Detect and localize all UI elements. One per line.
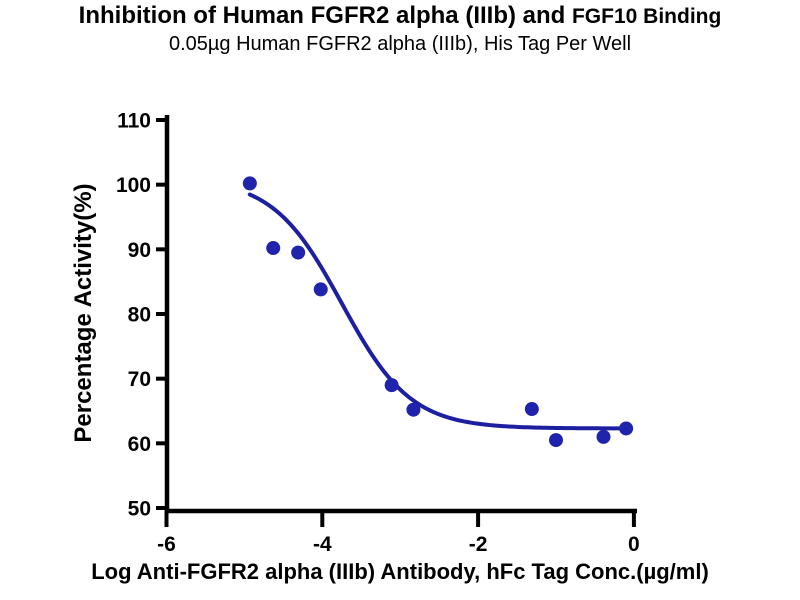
x-tick-label: -4: [313, 533, 332, 556]
y-tick-label: 60: [128, 433, 151, 456]
chart-title: Inhibition of Human FGFR2 alpha (IIIb) a…: [0, 1, 800, 32]
data-point: [596, 429, 611, 444]
y-tick-label: 90: [128, 239, 151, 262]
data-point: [242, 176, 257, 191]
chart-subtitle: 0.05µg Human FGFR2 alpha (IIIb), His Tag…: [168, 33, 632, 55]
data-point: [619, 421, 634, 436]
y-tick-label: 80: [128, 303, 151, 326]
data-point: [524, 402, 539, 417]
y-tick-label: 50: [128, 498, 151, 521]
data-point: [549, 433, 563, 448]
chart-title-suffix: FGF10 Binding: [571, 5, 722, 28]
y-tick-label: 70: [128, 368, 151, 391]
data-point: [266, 241, 281, 256]
data-point: [313, 282, 328, 297]
x-tick-label: -6: [157, 533, 176, 556]
y-tick-label: 100: [116, 174, 151, 197]
fit-curve: [247, 192, 629, 431]
data-point: [406, 402, 421, 417]
data-point: [384, 378, 399, 393]
x-tick-label: -2: [469, 533, 488, 556]
chart-title-main: Inhibition of Human FGFR2 alpha (IIIb) a…: [78, 2, 572, 29]
x-tick-label: 0: [628, 533, 640, 556]
x-axis-title: Log Anti-FGFR2 alpha (IIIb) Antibody, hF…: [91, 559, 709, 584]
data-point: [291, 245, 306, 260]
y-tick-label: 110: [117, 109, 151, 132]
